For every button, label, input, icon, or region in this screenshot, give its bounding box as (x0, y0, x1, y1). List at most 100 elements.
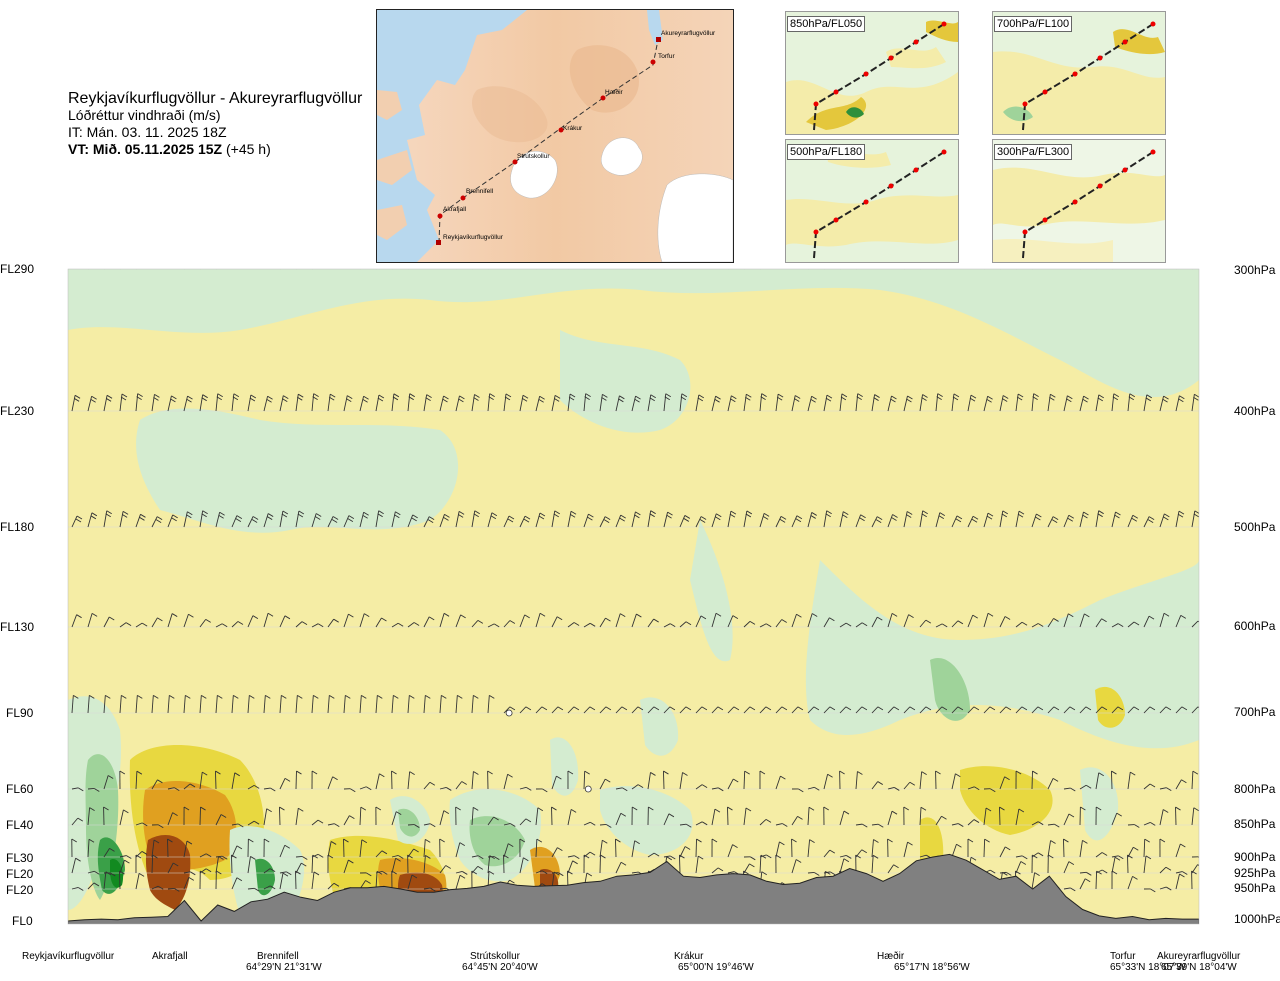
region-moderate-up (960, 766, 1053, 835)
region-weak-down (68, 269, 1199, 398)
wind-barb (72, 269, 73, 270)
wind-barb (1032, 269, 1033, 270)
map-marker-reykjavik (436, 240, 441, 245)
wind-barb (503, 515, 515, 528)
wind-barb (647, 706, 660, 714)
wind-barb (1159, 513, 1170, 528)
wind-barb (567, 770, 574, 790)
map-marker-haedir (600, 95, 606, 101)
wind-barb (119, 622, 132, 628)
wind-barb (1015, 770, 1022, 790)
map-marker-akureyri (656, 37, 661, 42)
wind-barb (119, 859, 130, 874)
wind-barb (343, 859, 354, 874)
wind-barb (327, 854, 334, 874)
wind-barb (855, 771, 863, 790)
level-map-850-svg (786, 12, 958, 134)
wind-barb (407, 874, 418, 890)
wind-barb (1175, 614, 1187, 628)
wind-barb (871, 516, 883, 528)
wind-barb (135, 393, 143, 412)
region-moderate-down (398, 808, 420, 837)
wind-barb (919, 706, 932, 714)
wind-barb (231, 772, 240, 790)
wind-barb (599, 778, 611, 790)
station-name: Strútskollur (470, 951, 521, 962)
wind-barb (519, 786, 532, 791)
wind-barb (136, 269, 137, 270)
wind-barb (1127, 854, 1133, 874)
wind-barb (391, 811, 402, 826)
wind-barb (1096, 269, 1097, 270)
wind-barb (135, 770, 143, 790)
wind-barb (823, 706, 836, 714)
wind-barb (375, 850, 388, 858)
wind-barb (776, 269, 777, 270)
wind-barb (391, 770, 397, 790)
wind-barb (279, 871, 292, 876)
wind-barb (455, 695, 463, 714)
wind-barb (375, 870, 383, 890)
wind-barb (519, 857, 529, 874)
wind-barb (263, 885, 276, 890)
wind-barb (119, 809, 129, 826)
wind-barb (1191, 870, 1197, 890)
wind-barb (423, 695, 431, 714)
wind-barb (791, 706, 804, 714)
wind-barb (248, 269, 249, 270)
wind-barb (71, 787, 84, 792)
wind-barb (327, 841, 337, 858)
wind-barb (375, 695, 383, 714)
wind-barb (407, 824, 420, 828)
wind-barb (87, 395, 97, 412)
wind-barb (919, 771, 927, 790)
wind-barb (456, 269, 457, 270)
wind-barb (551, 394, 561, 412)
wind-barb (295, 856, 308, 860)
wind-barb (647, 618, 659, 628)
wind-barb (440, 269, 441, 270)
wind-barb (359, 786, 372, 791)
wind-barb (71, 887, 84, 891)
wind-barb (567, 510, 577, 528)
wind-barb (615, 838, 621, 858)
wind-barb (295, 862, 307, 874)
wind-barb (679, 515, 691, 528)
wind-barb (103, 510, 112, 528)
wind-barb (87, 512, 98, 528)
wind-barb (295, 621, 308, 628)
wind-barb (567, 706, 580, 714)
wind-barb (599, 839, 608, 858)
wind-barb (311, 513, 322, 528)
wind-barb (183, 395, 193, 412)
right-axis-label-6: 850hPa (1234, 817, 1276, 831)
wind-barb (807, 613, 818, 628)
wind-barb (455, 874, 466, 890)
wind-barb (375, 394, 385, 412)
wind-barb (647, 394, 656, 412)
wind-barb (215, 770, 221, 790)
wind-barb (839, 511, 849, 528)
wind-barb (599, 706, 612, 714)
wind-barb (135, 854, 142, 874)
wind-barb (519, 614, 530, 628)
map-label-krakur: Krákur (563, 125, 583, 132)
wind-barb (775, 515, 787, 528)
wind-barb (631, 706, 644, 714)
wind-barb (1160, 269, 1161, 270)
lead-time: (+45 h) (225, 141, 271, 157)
wind-barb (168, 269, 169, 270)
wind-barb (135, 695, 143, 714)
wind-barb (759, 623, 772, 628)
wind-barb (407, 854, 413, 874)
wind-barb (87, 807, 95, 826)
wind-barb (231, 393, 240, 412)
wind-barb (999, 776, 1010, 790)
wind-barb (1063, 787, 1076, 792)
wind-barb (711, 787, 724, 792)
wind-barb (391, 393, 400, 412)
wind-barb (903, 706, 916, 714)
wind-barb (215, 623, 228, 628)
wind-barb (855, 823, 868, 828)
wind-barb (807, 512, 817, 528)
